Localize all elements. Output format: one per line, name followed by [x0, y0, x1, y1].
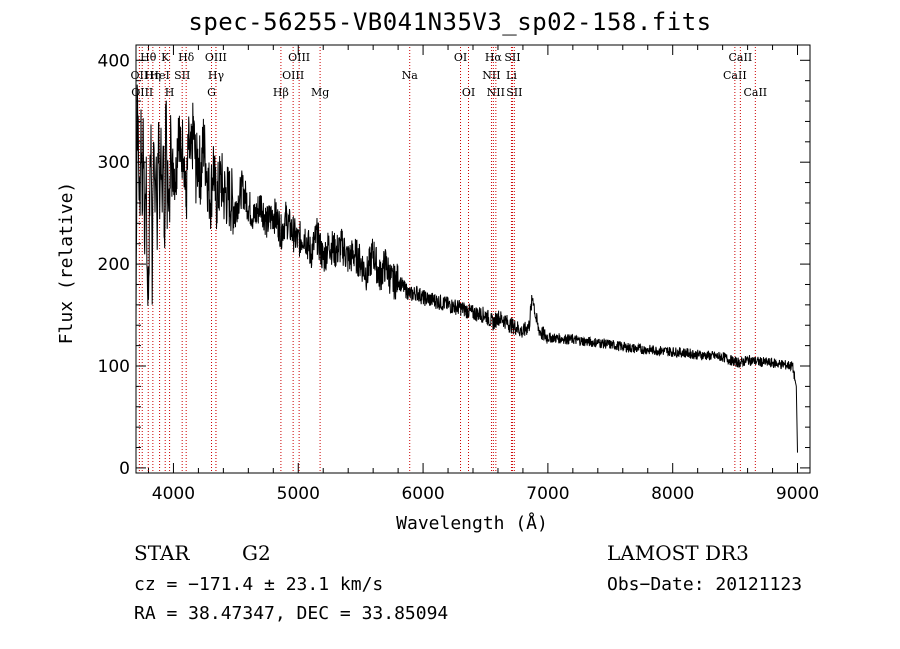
spectral-line-label: H: [165, 86, 175, 99]
obs-date: Obs−Date: 20121123: [607, 574, 803, 595]
y-tick-label: 400: [98, 51, 130, 71]
spectral-line-label: NII: [487, 86, 505, 99]
x-tick-label: 7000: [526, 484, 569, 504]
spectral-line-label: SII: [174, 69, 190, 82]
object-class: STAR: [134, 541, 190, 565]
spectral-line-label: NII: [482, 69, 500, 82]
chart-title: spec-56255-VB041N35V3_sp02-158.fits: [188, 8, 712, 36]
spectrum-line: [135, 84, 798, 453]
spectral-line-label: Mg: [311, 86, 329, 99]
spectral-line-label: Hθ: [140, 51, 157, 64]
spectral-line-label: Hδ: [178, 51, 195, 64]
x-tick-label: 6000: [401, 484, 444, 504]
spectral-line-label: OIII: [205, 51, 227, 64]
spectral-line-label: HeI: [149, 69, 169, 82]
spectral-line-label: CaII: [729, 51, 753, 64]
spectral-line-label: Li: [506, 69, 517, 82]
spectral-line-label: OI: [454, 51, 467, 64]
x-axis-label: Wavelength (Å): [396, 512, 548, 534]
x-tick-label: 9000: [776, 484, 819, 504]
spectral-line-label: G: [207, 86, 216, 99]
spectral-line-label: Hβ: [273, 86, 289, 99]
spectral-line-label: SII: [504, 51, 520, 64]
spectral-line-label: OIII: [282, 69, 304, 82]
x-tick-label: 8000: [651, 484, 694, 504]
spectral-line-label: CaII: [743, 86, 767, 99]
y-axis-label: Flux (relative): [56, 182, 77, 345]
spectral-line-label: OIII: [131, 86, 153, 99]
y-tick-label: 0: [119, 459, 130, 479]
spectral-line-label: Hγ: [208, 69, 225, 82]
spectral-line-label: OIII: [288, 51, 310, 64]
survey-name: LAMOST DR3: [607, 541, 749, 565]
spectral-line-label: Na: [402, 69, 419, 82]
spectral-line-label: Hη: [145, 69, 161, 82]
spectral-line-label: OI: [462, 86, 475, 99]
spectral-line-label: CaII: [723, 69, 747, 82]
y-tick-label: 100: [98, 357, 130, 377]
coordinates: RA = 38.47347, DEC = 33.85094: [134, 603, 449, 624]
object-subclass: G2: [242, 541, 271, 565]
y-tick-label: 300: [98, 153, 130, 173]
y-tick-label: 200: [98, 255, 130, 275]
plot-frame: [135, 44, 811, 474]
x-tick-label: 5000: [277, 484, 320, 504]
spectral-line-label: Hα: [485, 51, 503, 64]
redshift-text: cz = −171.4 ± 23.1 km/s: [134, 574, 384, 595]
x-tick-label: 4000: [152, 484, 195, 504]
spectral-line-label: OII: [131, 69, 149, 82]
spectral-line-label: K: [161, 51, 170, 64]
spectral-line-label: SII: [506, 86, 522, 99]
